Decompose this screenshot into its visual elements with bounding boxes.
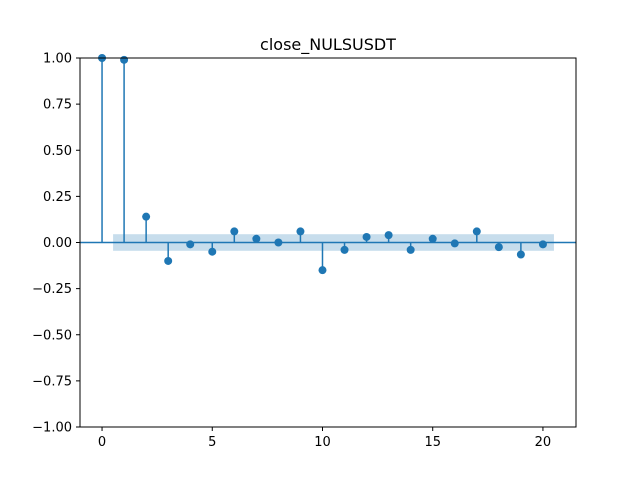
y-tick-label: 0.50 (43, 144, 72, 159)
stem-marker (384, 231, 393, 240)
stem-marker (186, 240, 195, 249)
x-tick-label: 20 (535, 435, 552, 450)
axes-layer: 1.00 0.75 0.50 0.25 0.00 −0.25 −0.50 −0.75 −1.00… (32, 52, 577, 450)
y-tick-label: 0.00 (43, 236, 72, 251)
stem-marker (538, 240, 547, 249)
stem-marker (472, 227, 481, 236)
stem-marker (340, 245, 349, 254)
stem-marker (494, 243, 503, 252)
stem-marker (318, 266, 327, 275)
stem-marker (208, 247, 217, 256)
stem-marker (362, 232, 371, 241)
stem-marker (230, 227, 239, 236)
x-tick-label: 0 (98, 435, 106, 450)
x-tick-label: 5 (208, 435, 216, 450)
stem-marker (296, 227, 305, 236)
stem-marker (274, 238, 283, 247)
y-tick-label: −0.25 (32, 282, 72, 297)
y-tick-label: 0.75 (43, 98, 72, 113)
stem-marker (252, 234, 261, 243)
y-tick-label: 0.25 (43, 190, 72, 205)
y-tick-label: −1.00 (32, 421, 72, 436)
y-tick-label: −0.75 (32, 374, 72, 389)
stem-marker (428, 234, 437, 243)
stem-marker (142, 212, 151, 221)
stem-marker (120, 55, 129, 64)
stem-marker (450, 239, 459, 248)
stem-marker (406, 245, 415, 254)
stem-marker (516, 250, 525, 259)
y-tick-label: 1.00 (43, 52, 72, 67)
chart-title: close_NULSUSDT (260, 35, 396, 55)
x-tick-label: 15 (424, 435, 441, 450)
x-tick-label: 10 (314, 435, 331, 450)
stem-marker (164, 256, 173, 265)
stem-layer (80, 54, 576, 275)
y-tick-label: −0.50 (32, 328, 72, 343)
